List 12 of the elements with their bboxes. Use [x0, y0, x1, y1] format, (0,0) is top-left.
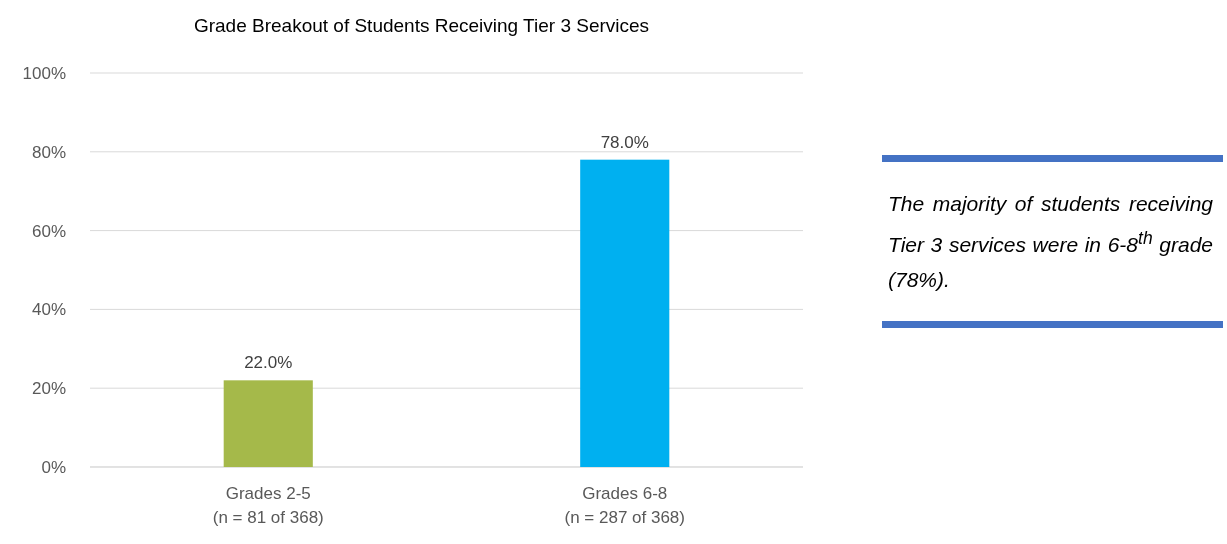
x-tick-label: Grades 2-5 (n = 81 of 368) — [212, 484, 324, 527]
y-tick-label: 0% — [41, 458, 66, 477]
y-tick-label: 60% — [31, 221, 66, 241]
y-tick-label: 20% — [31, 379, 66, 399]
data-label: 78.0% — [600, 132, 649, 152]
y-tick-label: 80% — [31, 142, 66, 162]
x-tick-label: Grades 6-8 (n = 287 of 368) — [564, 484, 686, 527]
y-tick-label: 100% — [22, 64, 66, 83]
data-label: 22.0% — [244, 353, 293, 373]
chart-title: Grade Breakout of Students Receiving Tier 3 Services — [193, 15, 650, 36]
y-tick-label: 40% — [31, 300, 66, 320]
text: The majority of students receiving Tier 3 services were in 6-8$^{th}$ grade (78%). — [888, 192, 1213, 291]
